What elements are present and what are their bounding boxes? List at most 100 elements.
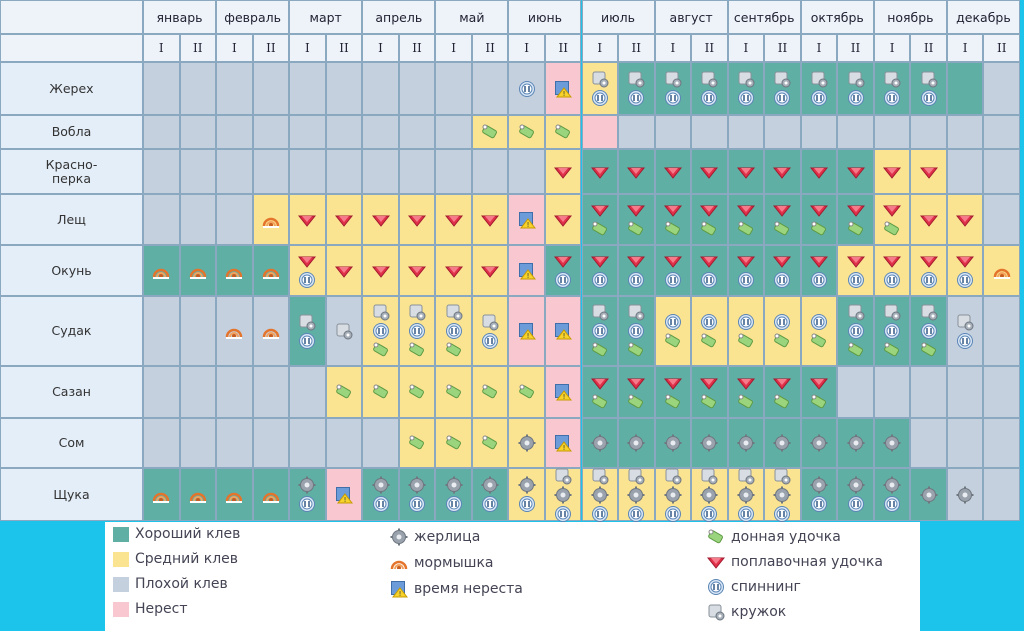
half-month-header: II: [618, 34, 655, 62]
don-icon: [883, 341, 901, 359]
cell-icons: [554, 467, 572, 523]
spawn-icon: !: [554, 383, 573, 401]
plav-icon: [736, 201, 755, 219]
cell-icons: !: [518, 262, 536, 280]
calendar-cell: [179, 245, 217, 296]
cell-icons: [627, 163, 646, 181]
cell-icons: [298, 211, 317, 229]
calendar-cell: [289, 418, 326, 468]
calendar-cell: [289, 194, 326, 245]
calendar-cell: [289, 366, 326, 418]
calendar-cell: [581, 115, 619, 149]
calendar-cell: [435, 418, 472, 468]
spin-icon: [773, 505, 791, 523]
cell-icons: [518, 476, 536, 513]
cell-icons: !: [554, 80, 573, 98]
plav-icon: [883, 252, 902, 270]
mor-icon: [225, 486, 243, 504]
calendar-cell: [143, 62, 180, 115]
spin-icon: [298, 271, 316, 289]
calendar-cell: [216, 245, 253, 296]
spin-icon: [883, 271, 901, 289]
spin-icon: [445, 322, 463, 340]
calendar-cell: !: [544, 296, 582, 366]
calendar-cell: [216, 62, 253, 115]
spin-icon: [627, 271, 645, 289]
zher-icon: [737, 434, 755, 452]
calendar-cell: [179, 115, 217, 149]
don-icon: [847, 220, 865, 238]
half-month-header: II: [325, 34, 363, 62]
cell-icons: [591, 434, 609, 452]
fish-name: Красно- перка: [0, 149, 143, 194]
cell-icons: [846, 163, 865, 181]
mor-icon: [262, 211, 280, 229]
don-icon: [591, 220, 609, 238]
zher-icon: [773, 486, 791, 504]
cell-icons: !: [554, 383, 573, 401]
calendar-cell: !: [544, 366, 582, 418]
spin-icon: [408, 495, 426, 513]
cell-icons: [663, 252, 682, 289]
calendar-cell: [983, 418, 1020, 468]
cell-icons: [920, 303, 938, 359]
cell-icons: !: [335, 486, 353, 504]
spin-icon: [408, 322, 426, 340]
spin-icon: [591, 271, 609, 289]
calendar-cell: [691, 62, 728, 115]
kruzh-icon: [773, 467, 791, 485]
cell-icons: [590, 374, 609, 411]
don-icon: [707, 528, 725, 546]
month-header: февраль: [216, 0, 290, 34]
zher-icon: [445, 476, 463, 494]
cell-icons: [737, 467, 755, 523]
month-header: декабрь: [946, 0, 1020, 34]
mor-icon: [152, 262, 170, 280]
legend-mor-icon: мормышка: [390, 554, 493, 572]
calendar-cell: [873, 62, 911, 115]
kruzh-icon: [737, 70, 755, 88]
cell-icons: [883, 163, 902, 181]
don-icon: [810, 220, 828, 238]
plav-icon: [408, 211, 427, 229]
calendar-cell: [398, 418, 436, 468]
calendar-cell: [873, 149, 911, 194]
cell-icons: [700, 163, 719, 181]
cell-icons: [371, 262, 390, 280]
don-icon: [627, 393, 645, 411]
zher-icon: [518, 434, 536, 452]
cell-icons: [700, 467, 718, 523]
zher-icon: [773, 434, 791, 452]
legend-plav-icon: поплавочная удочка: [706, 553, 883, 571]
calendar-cell: [618, 115, 655, 149]
cell-icons: [883, 303, 901, 359]
calendar-cell: [618, 296, 655, 366]
cell-icons: [737, 70, 755, 107]
half-month-header: II: [691, 34, 728, 62]
mor-icon: [993, 262, 1011, 280]
cell-icons: [408, 434, 426, 452]
calendar-cell: [179, 296, 217, 366]
calendar-cell: [618, 194, 655, 245]
legend-label: время нереста: [414, 581, 523, 597]
calendar-cell: [691, 296, 728, 366]
calendar-cell: [252, 194, 290, 245]
calendar-cell: [727, 115, 765, 149]
calendar-cell: [727, 418, 765, 468]
don-icon: [372, 341, 390, 359]
cell-icons: [152, 486, 170, 504]
spawn-icon: !: [518, 211, 536, 229]
plav-icon: [371, 262, 390, 280]
calendar-cell: [654, 366, 692, 418]
cell-icons: [956, 211, 975, 229]
svg-text:!: !: [563, 90, 566, 98]
calendar-cell: [252, 418, 290, 468]
plav-icon: [773, 252, 792, 270]
calendar-cell: [435, 194, 472, 245]
cell-icons: [554, 163, 573, 181]
kruzh-icon: [372, 303, 390, 321]
zher-icon: [810, 434, 828, 452]
calendar-cell: [435, 115, 472, 149]
cell-icons: [700, 70, 718, 107]
cell-icons: [737, 434, 755, 452]
